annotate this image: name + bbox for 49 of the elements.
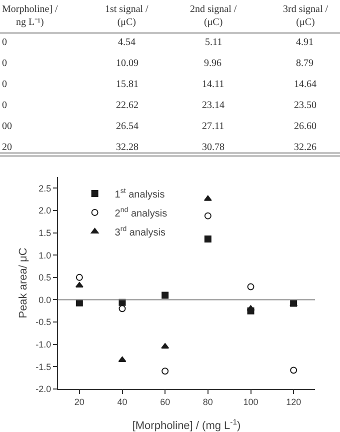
- text: 0: [2, 37, 7, 48]
- text: 2nd signal / (μC): [190, 4, 237, 28]
- x-tick-label: 120: [286, 396, 302, 407]
- text: 4.54: [118, 37, 136, 48]
- text: 4.91: [296, 37, 314, 48]
- text: 0: [2, 100, 7, 111]
- text: 8.79: [296, 58, 314, 69]
- text: 1st signal / (μC): [105, 4, 149, 28]
- text: 23.14: [202, 100, 224, 111]
- text: 00: [2, 121, 12, 132]
- y-tick-label: -1.0: [36, 340, 52, 350]
- y-axis-title: Peak area/ μC: [17, 248, 30, 318]
- legend-label: 2$^{nd}$ analysis: [114, 206, 168, 220]
- text: 26.54: [116, 121, 138, 132]
- text: 0: [2, 79, 7, 90]
- y-tick-label: -0.5: [36, 317, 52, 328]
- text: 10.09: [116, 58, 138, 69]
- y-tick-label: -1.5: [36, 362, 52, 372]
- text: 27.11: [202, 121, 224, 132]
- y-tick-label: 1.0: [38, 250, 52, 260]
- text: 32.26: [294, 142, 316, 153]
- x-tick-label: 20: [74, 396, 84, 407]
- y-tick-label: 1.5: [38, 228, 52, 238]
- legend-label: 1$^{st}$ analysis: [114, 188, 165, 200]
- text: 0: [2, 58, 7, 69]
- y-tick-label: 2.0: [38, 206, 52, 216]
- text: 14.11: [202, 79, 224, 90]
- x-tick-label: 40: [117, 396, 128, 407]
- text: 22.62: [116, 100, 138, 111]
- x-tick-label: 60: [160, 396, 170, 407]
- x-axis-title: [Morpholine] / (mg L$^{-1}$): [132, 417, 241, 432]
- text: 20: [2, 142, 12, 153]
- y-tick-label: 2.5: [38, 183, 52, 194]
- y-tick-label: 0.5: [38, 272, 52, 283]
- text: 5.11: [205, 37, 222, 48]
- text: 9.96: [204, 58, 222, 69]
- text: 3rd signal / (μC): [283, 4, 328, 28]
- text: 26.60: [294, 121, 316, 132]
- text: 23.50: [294, 100, 316, 111]
- text: 32.28: [116, 142, 138, 153]
- legend-label: 3$^{rd}$ analysis: [114, 225, 166, 238]
- text: Morpholine] / ng L⁻¹): [2, 4, 58, 28]
- text: 15.81: [116, 79, 138, 90]
- y-tick-label: -2.0: [36, 384, 52, 394]
- x-tick-label: 100: [243, 396, 258, 407]
- x-tick-label: 80: [202, 396, 213, 407]
- y-tick-label: 0.0: [38, 294, 52, 305]
- text: 30.78: [202, 142, 224, 153]
- text: 14.64: [294, 79, 316, 90]
